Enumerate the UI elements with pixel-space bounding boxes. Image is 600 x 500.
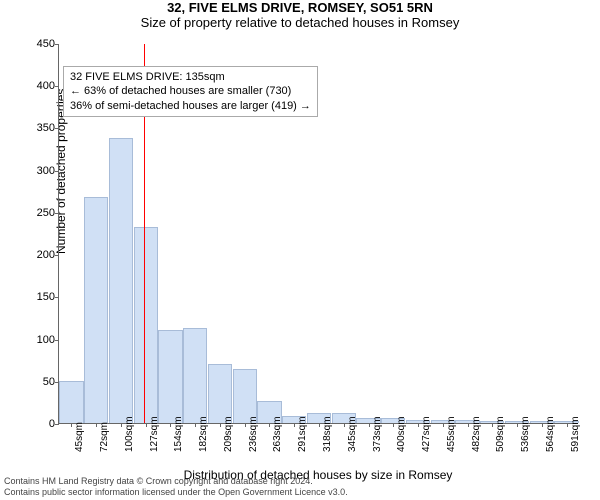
x-tick-mark <box>369 423 370 427</box>
y-tick: 150 <box>25 291 55 303</box>
y-tick-mark <box>55 424 59 425</box>
y-tick: 0 <box>25 418 55 430</box>
y-tick: 50 <box>25 376 55 388</box>
bar <box>59 381 83 423</box>
page-title: 32, FIVE ELMS DRIVE, ROMSEY, SO51 5RN <box>0 0 600 15</box>
x-tick-mark <box>468 423 469 427</box>
x-tick: 72sqm <box>99 422 110 452</box>
x-tick-mark <box>567 423 568 427</box>
chart: Number of detached properties 0501001502… <box>58 44 578 424</box>
x-tick-mark <box>71 423 72 427</box>
y-tick-mark <box>55 171 59 172</box>
x-tick-mark <box>245 423 246 427</box>
bar <box>134 227 158 423</box>
x-tick-mark <box>393 423 394 427</box>
y-tick-mark <box>55 297 59 298</box>
x-tick-mark <box>269 423 270 427</box>
bar <box>109 138 133 423</box>
x-tick-mark <box>195 423 196 427</box>
bar <box>158 330 182 423</box>
footer-line-2: Contains public sector information licen… <box>4 487 348 498</box>
y-tick: 350 <box>25 122 55 134</box>
annotation-line-1: 32 FIVE ELMS DRIVE: 135sqm <box>70 70 311 84</box>
annotation-line-2: ← 63% of detached houses are smaller (73… <box>70 84 311 98</box>
bar <box>208 364 232 423</box>
x-tick-mark <box>121 423 122 427</box>
bar <box>183 328 207 423</box>
bar <box>233 369 257 423</box>
x-tick-mark <box>492 423 493 427</box>
x-tick-mark <box>344 423 345 427</box>
x-tick-mark <box>418 423 419 427</box>
annotation-line-3: 36% of semi-detached houses are larger (… <box>70 99 311 113</box>
y-tick-mark <box>55 255 59 256</box>
y-tick-mark <box>55 86 59 87</box>
y-tick-mark <box>55 340 59 341</box>
x-tick-mark <box>319 423 320 427</box>
y-tick-mark <box>55 44 59 45</box>
plot-area: 05010015020025030035040045045sqm72sqm100… <box>58 44 578 424</box>
x-tick: 45sqm <box>74 422 85 452</box>
y-tick-mark <box>55 128 59 129</box>
y-tick: 200 <box>25 249 55 261</box>
footer-line-1: Contains HM Land Registry data © Crown c… <box>4 476 348 487</box>
x-tick-mark <box>220 423 221 427</box>
x-tick: 591sqm <box>570 416 581 452</box>
page-subtitle: Size of property relative to detached ho… <box>0 15 600 30</box>
y-tick: 300 <box>25 165 55 177</box>
y-tick: 450 <box>25 38 55 50</box>
y-tick-mark <box>55 213 59 214</box>
x-tick-mark <box>170 423 171 427</box>
bar <box>84 197 108 423</box>
footer: Contains HM Land Registry data © Crown c… <box>4 476 348 498</box>
x-tick-mark <box>542 423 543 427</box>
x-tick-mark <box>96 423 97 427</box>
y-tick: 400 <box>25 80 55 92</box>
y-tick: 100 <box>25 334 55 346</box>
x-tick-mark <box>146 423 147 427</box>
annotation-box: 32 FIVE ELMS DRIVE: 135sqm← 63% of detac… <box>63 66 318 117</box>
y-tick: 250 <box>25 207 55 219</box>
x-tick-mark <box>443 423 444 427</box>
x-tick-mark <box>517 423 518 427</box>
x-tick-mark <box>294 423 295 427</box>
